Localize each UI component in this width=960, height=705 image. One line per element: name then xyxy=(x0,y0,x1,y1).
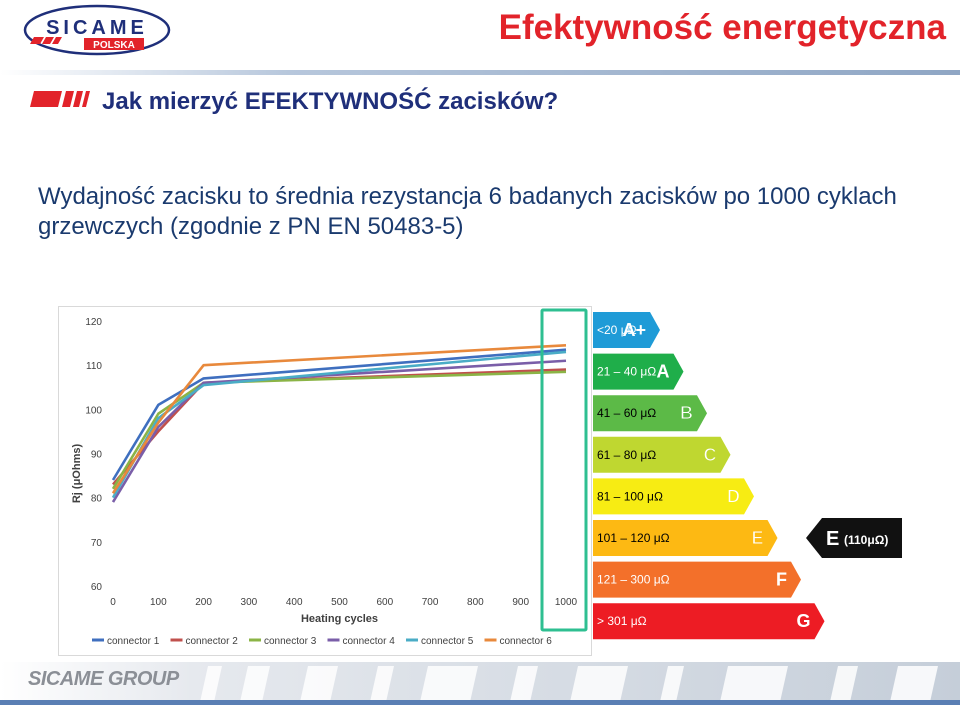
y-tick-label: 100 xyxy=(85,405,102,416)
energy-class-grade: A xyxy=(657,362,670,382)
page-title: Efektywność energetyczna xyxy=(498,8,946,47)
y-tick-label: 120 xyxy=(85,317,102,328)
energy-class-b: 41 – 60 μΩ B xyxy=(593,395,707,432)
energy-class-c: 61 – 80 μΩ C xyxy=(593,436,731,473)
energy-class-grade: B xyxy=(680,403,693,423)
series-line-2 xyxy=(112,368,567,486)
energy-class-range: 81 – 100 μΩ xyxy=(597,489,663,503)
sicame-polska-logo: SICAME POLSKA xyxy=(23,4,171,56)
energy-class-bar xyxy=(593,478,754,515)
description-text: Wydajność zacisku to średnia rezystancja… xyxy=(38,183,897,240)
energy-class-e: 101 – 120 μΩ E xyxy=(593,520,778,556)
energy-class-range: 41 – 60 μΩ xyxy=(597,406,656,420)
legend-label: connector 4 xyxy=(343,636,396,647)
energy-class-bar xyxy=(593,436,731,473)
legend-label: connector 6 xyxy=(500,636,553,647)
legend-label: connector 3 xyxy=(264,636,317,647)
energy-class-bar xyxy=(593,353,684,390)
logo-sub-text: POLSKA xyxy=(93,40,135,51)
legend-label: connector 2 xyxy=(186,636,239,647)
x-tick-label: 300 xyxy=(241,597,258,608)
x-tick-label: 400 xyxy=(286,597,303,608)
energy-class-range: 61 – 80 μΩ xyxy=(597,448,656,462)
y-tick-label: 110 xyxy=(86,361,102,372)
energy-class-g: > 301 μΩ G xyxy=(593,603,825,640)
energy-class-f: 121 – 300 μΩ F xyxy=(593,561,801,598)
series-line-1 xyxy=(111,348,567,481)
series-line-6 xyxy=(111,343,567,494)
energy-class-range: <20 μΩ xyxy=(597,323,637,337)
energy-class-grade: E xyxy=(751,528,763,548)
energy-class-range: > 301 μΩ xyxy=(597,614,647,628)
energy-class-grade: C xyxy=(704,445,717,465)
x-tick-label: 0 xyxy=(110,597,116,608)
energy-class-range: 121 – 300 μΩ xyxy=(597,573,670,587)
rating-arrow xyxy=(806,518,902,558)
energy-class-grade: A+ xyxy=(622,320,646,340)
x-tick-label: 900 xyxy=(512,597,529,608)
energy-class-d: 81 – 100 μΩ D xyxy=(593,478,754,515)
x-tick-label: 800 xyxy=(467,597,484,608)
footer-banner xyxy=(0,662,960,705)
header-divider xyxy=(0,70,960,75)
series-line-3 xyxy=(111,370,567,490)
rating-badge: E (110μΩ) xyxy=(806,518,902,558)
rating-grade: E xyxy=(826,528,839,550)
energy-class-bar xyxy=(593,312,660,348)
logo-text: SICAME xyxy=(46,17,148,39)
x-tick-label: 1000 xyxy=(555,597,578,608)
energy-class-grade: G xyxy=(796,611,810,631)
x-tick-label: 700 xyxy=(422,597,439,608)
y-tick-label: 70 xyxy=(91,538,103,549)
series-line-4 xyxy=(111,359,567,503)
energy-class-range: 21 – 40 μΩ xyxy=(597,365,656,379)
y-tick-label: 80 xyxy=(91,494,103,505)
energy-class-range: 101 – 120 μΩ xyxy=(597,531,670,545)
legend-label: connector 1 xyxy=(107,636,160,647)
energy-class-aplus: <20 μΩA+ xyxy=(593,312,660,348)
highlight-box xyxy=(540,308,588,632)
energy-class-grade: D xyxy=(727,486,740,506)
x-tick-label: 500 xyxy=(331,597,348,608)
energy-class-a: 21 – 40 μΩ A xyxy=(593,353,684,390)
energy-class-bar xyxy=(593,561,801,598)
energy-class-grade: F xyxy=(776,570,787,590)
y-axis-title: Rj (μOhms) xyxy=(71,444,83,504)
energy-class-bar xyxy=(593,520,778,556)
x-tick-label: 200 xyxy=(195,597,212,608)
x-tick-label: 600 xyxy=(376,597,393,608)
energy-class-bar xyxy=(593,603,825,640)
rating-value: (110μΩ) xyxy=(844,533,888,547)
subtitle: Jak mierzyć EFEKTYWNOŚĆ zacisków? xyxy=(102,88,559,115)
y-tick-label: 60 xyxy=(91,582,103,593)
legend-label: connector 5 xyxy=(421,636,474,647)
x-axis-title: Heating cycles xyxy=(301,613,378,625)
energy-class-bar xyxy=(593,395,707,432)
y-tick-label: 90 xyxy=(91,450,103,461)
footer-brand: SICAME GROUP xyxy=(28,668,179,690)
red-stripes-icon xyxy=(30,91,90,107)
x-tick-label: 100 xyxy=(150,597,167,608)
